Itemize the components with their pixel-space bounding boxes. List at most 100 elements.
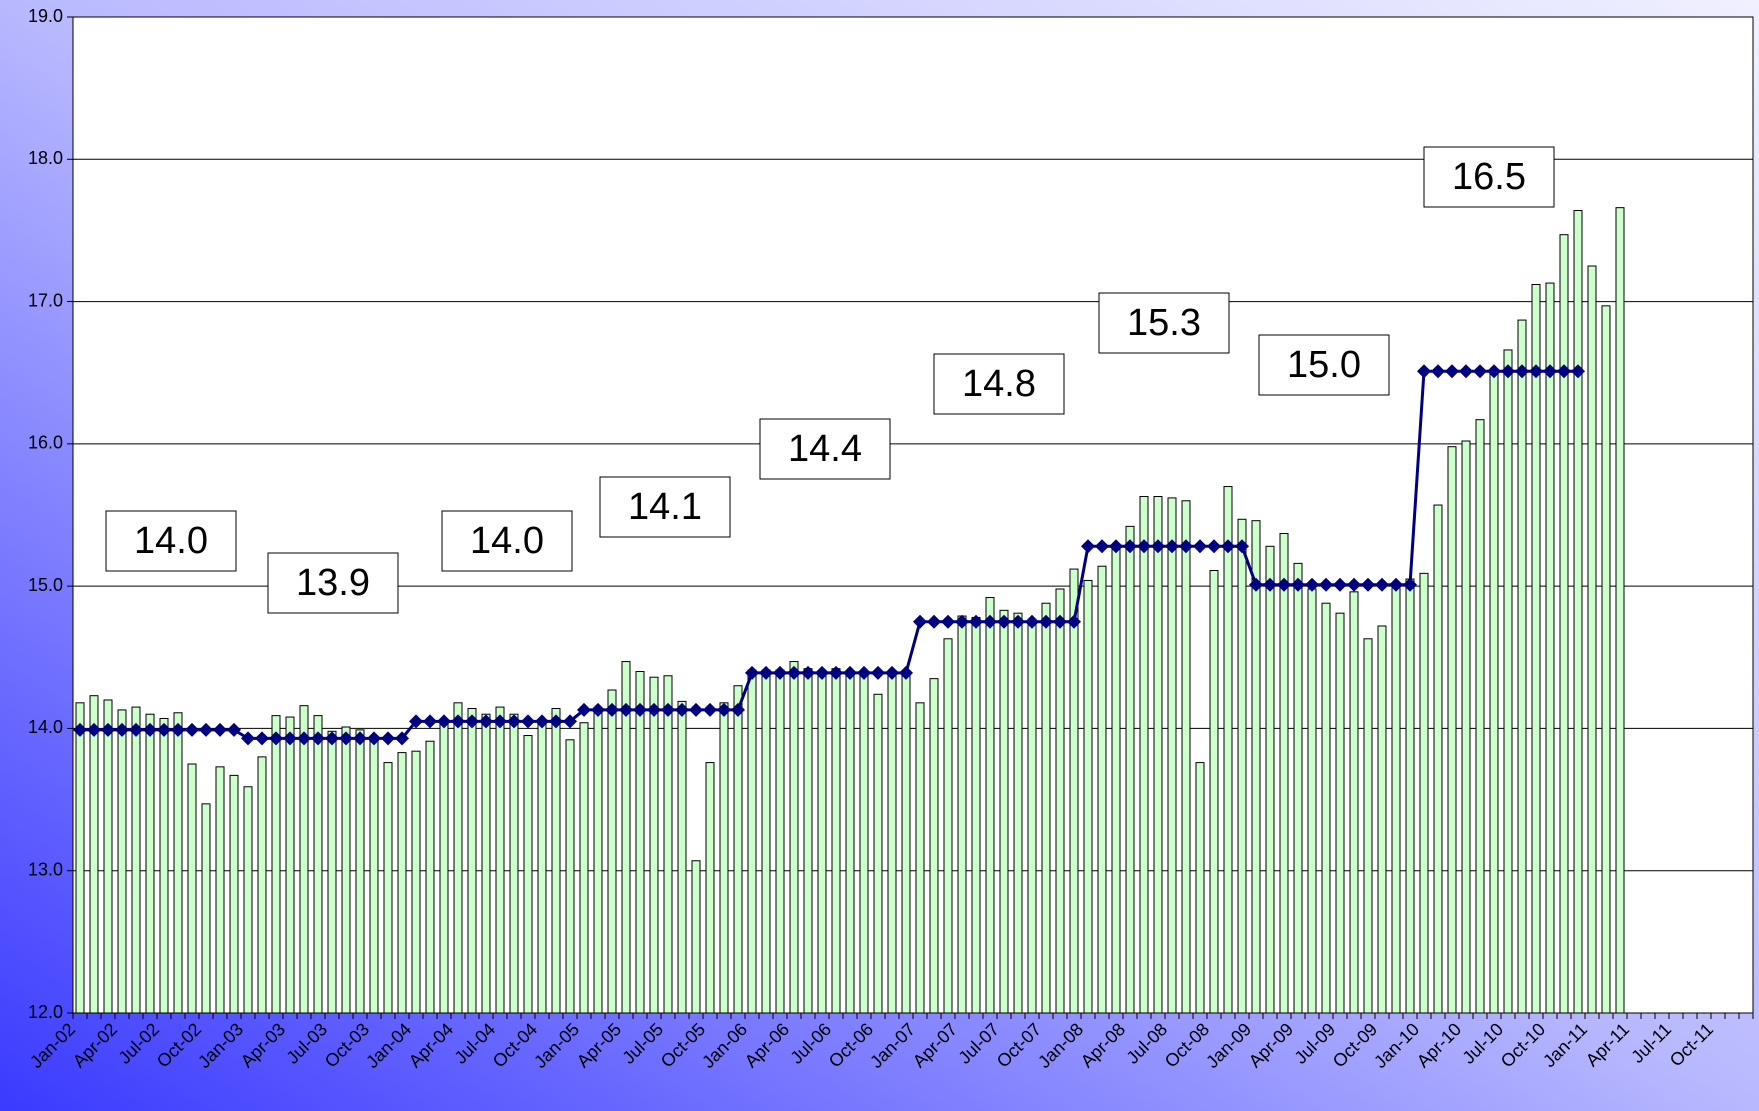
line-marker	[381, 731, 395, 746]
annotation-box	[1098, 292, 1230, 354]
bar	[1601, 305, 1611, 1014]
bar	[1167, 497, 1177, 1014]
y-tick-label: 16.0	[28, 433, 63, 453]
bar	[1097, 565, 1107, 1014]
annotation-box	[267, 552, 399, 614]
bar	[1531, 283, 1541, 1014]
bar	[1139, 496, 1149, 1014]
line-marker	[269, 731, 283, 746]
bar	[1433, 504, 1443, 1014]
line-marker	[1235, 539, 1249, 554]
bar	[285, 716, 295, 1014]
annotation-box	[759, 418, 891, 480]
line-marker	[871, 665, 885, 680]
line-marker	[941, 614, 955, 629]
bar	[635, 671, 645, 1014]
annotation: 14.8	[962, 363, 1036, 405]
line-marker	[955, 614, 969, 629]
line-marker	[1067, 614, 1081, 629]
bar	[1055, 588, 1065, 1014]
bar	[705, 762, 715, 1014]
line-marker	[185, 722, 199, 737]
line-marker	[801, 665, 815, 680]
bar	[943, 638, 953, 1014]
line-marker	[773, 665, 787, 680]
line-marker	[1515, 364, 1529, 379]
bar	[579, 722, 589, 1014]
bar	[551, 708, 561, 1014]
line-marker	[1221, 539, 1235, 554]
line-marker	[1193, 539, 1207, 554]
line-marker	[759, 665, 773, 680]
bar	[89, 695, 99, 1014]
bar	[957, 615, 967, 1014]
line-marker	[661, 702, 675, 717]
line-marker	[1333, 577, 1347, 592]
line-marker	[1207, 539, 1221, 554]
bar	[1377, 625, 1387, 1014]
bar	[999, 609, 1009, 1014]
bar	[621, 661, 631, 1014]
line-marker	[129, 722, 143, 737]
line-marker	[927, 614, 941, 629]
line-marker	[157, 722, 171, 737]
line-marker	[1487, 364, 1501, 379]
bar	[299, 705, 309, 1014]
line-marker	[353, 731, 367, 746]
y-tick-label: 12.0	[28, 1002, 63, 1022]
bar	[1503, 349, 1513, 1014]
line-marker	[1025, 614, 1039, 629]
line-marker	[983, 614, 997, 629]
annotation-box	[105, 510, 237, 572]
bar	[845, 671, 855, 1014]
annotation: 14.1	[628, 486, 702, 528]
line-marker	[1389, 577, 1403, 592]
line-marker	[325, 731, 339, 746]
line-marker	[1249, 577, 1263, 592]
bar	[341, 726, 351, 1014]
line-marker	[1445, 364, 1459, 379]
line-marker	[843, 665, 857, 680]
line-marker	[437, 714, 451, 729]
line-marker	[1123, 539, 1137, 554]
line-marker	[521, 714, 535, 729]
line-marker	[689, 702, 703, 717]
bar	[1265, 545, 1275, 1014]
line-marker	[633, 702, 647, 717]
line-marker	[1403, 577, 1417, 592]
bar	[565, 739, 575, 1014]
bar	[1587, 265, 1597, 1014]
line-marker	[1165, 539, 1179, 554]
line-marker	[605, 702, 619, 717]
line-marker	[717, 702, 731, 717]
bar	[789, 661, 799, 1014]
bar	[1517, 319, 1527, 1014]
bar	[1027, 621, 1037, 1014]
bar	[831, 668, 841, 1014]
bar	[985, 597, 995, 1014]
line-marker	[591, 702, 605, 717]
line-marker	[997, 614, 1011, 629]
line-marker	[1319, 577, 1333, 592]
line-marker	[913, 614, 927, 629]
bar	[173, 712, 183, 1014]
bar	[229, 774, 239, 1014]
bar	[775, 669, 785, 1014]
bar	[1335, 612, 1345, 1014]
line-marker	[1361, 577, 1375, 592]
line-marker	[1277, 577, 1291, 592]
line-marker	[101, 722, 115, 737]
line-marker	[1291, 577, 1305, 592]
line-marker	[1501, 364, 1515, 379]
bar	[509, 713, 519, 1014]
bar	[425, 740, 435, 1014]
bar	[439, 722, 449, 1014]
line-marker	[1081, 539, 1095, 554]
bar	[1461, 440, 1471, 1014]
line-marker	[815, 665, 829, 680]
line-marker	[507, 714, 521, 729]
bar	[859, 671, 869, 1014]
bar	[1279, 532, 1289, 1014]
line-marker	[647, 702, 661, 717]
